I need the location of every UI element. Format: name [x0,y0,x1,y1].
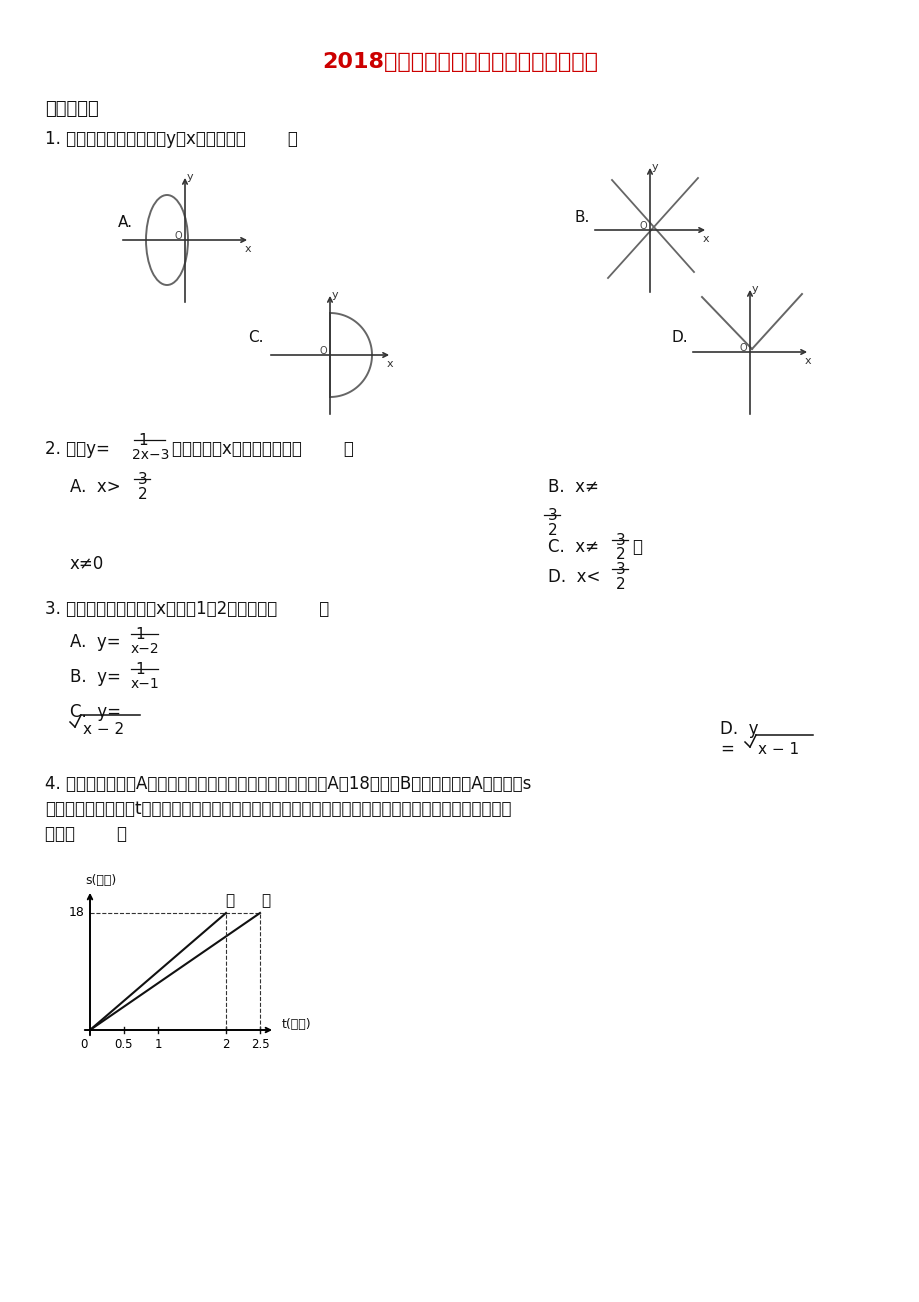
Text: 0.5: 0.5 [115,1038,133,1051]
Text: 2: 2 [138,487,147,503]
Text: 中，自变量x的取值范围为（        ）: 中，自变量x的取值范围为（ ） [172,440,354,458]
Text: x≠0: x≠0 [70,555,104,573]
Text: 3: 3 [548,508,557,523]
Text: x−1: x−1 [130,677,160,691]
Text: 1: 1 [135,661,144,677]
Text: s(千米): s(千米) [85,874,116,887]
Text: （千米）和行驶时间t（小时）之间的函数关系图象如图所示，根据题目和图象提供的信息，下列说法正确: （千米）和行驶时间t（小时）之间的函数关系图象如图所示，根据题目和图象提供的信息… [45,799,511,818]
Text: B.  x≠: B. x≠ [548,478,598,496]
Text: 2: 2 [548,523,557,538]
Text: B.  y=: B. y= [70,668,120,686]
Text: 2018年中考数学提分训练：函数基础知识: 2018年中考数学提分训练：函数基础知识 [322,52,597,72]
Text: 0: 0 [80,1038,87,1051]
Text: =: = [720,740,733,758]
Text: y: y [187,172,193,182]
Text: x: x [804,355,811,366]
Text: 1: 1 [154,1038,162,1051]
Text: O: O [738,342,746,353]
Text: 1: 1 [135,628,144,642]
Text: t(小时): t(小时) [282,1018,312,1031]
Text: C.: C. [248,329,263,345]
Text: D.  x<: D. x< [548,568,600,586]
Text: 2. 函数y=: 2. 函数y= [45,440,109,458]
Text: 2.5: 2.5 [250,1038,269,1051]
Text: 3. 下列函数中，自变量x可以取1和2的函数是（        ）: 3. 下列函数中，自变量x可以取1和2的函数是（ ） [45,600,329,618]
Text: x−2: x−2 [130,642,160,656]
Text: 乙: 乙 [225,893,234,909]
Text: B.: B. [574,210,590,225]
Text: 2x−3: 2x−3 [131,448,169,462]
Text: 1. 下列各图中反映了变量y是x的函数是（        ）: 1. 下列各图中反映了变量y是x的函数是（ ） [45,130,298,148]
Text: A.  x>: A. x> [70,478,120,496]
Text: C.  y=: C. y= [70,703,121,721]
Text: 18: 18 [69,906,85,919]
Text: 的是（        ）: 的是（ ） [45,825,127,842]
Text: x − 2: x − 2 [83,723,124,737]
Text: x: x [386,359,393,368]
Text: O: O [319,346,326,355]
Text: D.  y: D. y [720,720,757,738]
Text: 1: 1 [138,434,147,448]
Text: D.: D. [671,329,688,345]
Text: x − 1: x − 1 [757,742,799,756]
Text: 甲: 甲 [261,893,270,909]
Text: O: O [639,221,646,230]
Text: 一、选择题: 一、选择题 [45,100,98,118]
Text: y: y [751,284,757,294]
Text: 3: 3 [616,533,625,548]
Text: 3: 3 [138,473,148,487]
Text: y: y [651,161,658,172]
Text: x: x [702,234,709,243]
Text: 且: 且 [631,538,641,556]
Text: x: x [244,243,251,254]
Text: 2: 2 [616,577,625,592]
Text: 2: 2 [616,547,625,562]
Text: y: y [332,290,338,299]
Text: A.: A. [118,215,133,230]
Text: 4. 甲、乙两同学从A地出发，骑自行车在同一条路上行驶到距A地18千米的B地，他们离开A地的距离s: 4. 甲、乙两同学从A地出发，骑自行车在同一条路上行驶到距A地18千米的B地，他… [45,775,531,793]
Text: 2: 2 [222,1038,230,1051]
Text: O: O [174,230,182,241]
Text: A.  y=: A. y= [70,633,120,651]
Text: 3: 3 [616,562,625,577]
Text: C.  x≠: C. x≠ [548,538,598,556]
